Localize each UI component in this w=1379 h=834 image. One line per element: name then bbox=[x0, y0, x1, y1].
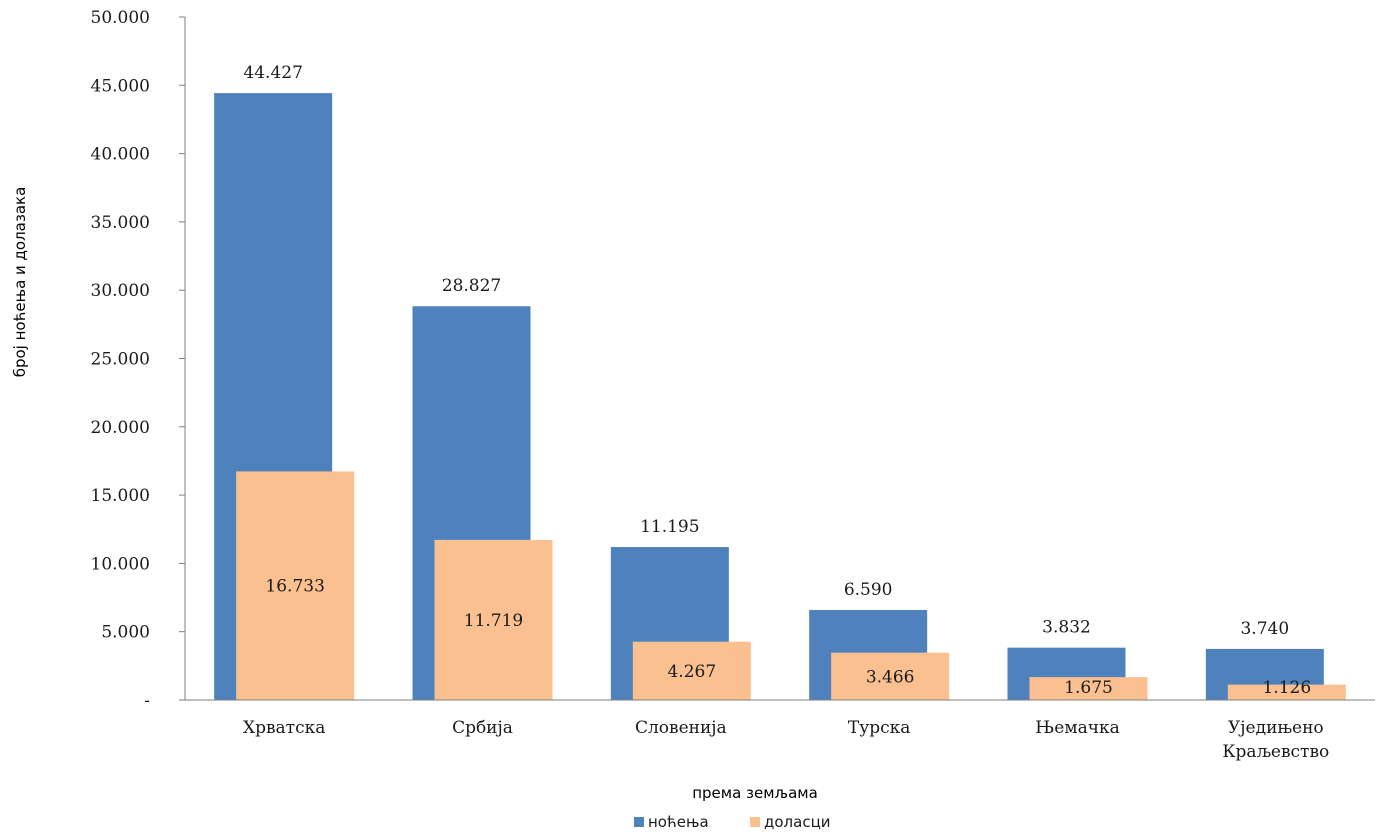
y-tick-label: 35.000 bbox=[91, 213, 150, 233]
bars: 44.427 16.733 28.827 11.719 11.195 4.267 6.590… bbox=[214, 63, 1346, 700]
y-tick-label: 45.000 bbox=[91, 76, 150, 96]
data-label-nocenja: 28.827 bbox=[442, 276, 501, 296]
data-label-nocenja: 3.832 bbox=[1042, 618, 1091, 638]
y-tick-label: - bbox=[144, 691, 150, 711]
legend: ноћења доласци bbox=[634, 813, 831, 831]
bar-dolasci bbox=[1029, 677, 1148, 700]
data-label-dolasci: 1.126 bbox=[1262, 678, 1311, 698]
x-axis-title: према земљама bbox=[692, 784, 818, 802]
bar-dolasci bbox=[236, 471, 355, 700]
y-axis: - 5.000 10.000 15.000 20.000 25.000 30.000 35.0… bbox=[91, 8, 186, 711]
legend-swatch bbox=[634, 817, 644, 827]
y-tick-label: 10.000 bbox=[91, 554, 150, 574]
x-tick-label: Њемачка bbox=[1035, 718, 1119, 738]
y-tick-label: 50.000 bbox=[91, 8, 150, 28]
data-label-dolasci: 1.675 bbox=[1064, 678, 1113, 698]
bar-dolasci bbox=[1227, 684, 1346, 700]
bar-dolasci bbox=[632, 641, 751, 700]
y-tick-label: 30.000 bbox=[91, 281, 150, 301]
legend-label: ноћења bbox=[648, 813, 709, 831]
data-label-dolasci: 3.466 bbox=[866, 667, 915, 687]
y-tick-label: 5.000 bbox=[101, 623, 150, 643]
y-tick-label: 20.000 bbox=[91, 418, 150, 438]
data-label-dolasci: 16.733 bbox=[265, 577, 324, 597]
data-label-nocenja: 3.740 bbox=[1240, 619, 1289, 639]
data-label-dolasci: 4.267 bbox=[667, 662, 716, 682]
y-tick-label: 40.000 bbox=[91, 145, 150, 165]
x-tick-label: Србија bbox=[452, 718, 513, 738]
data-label-nocenja: 11.195 bbox=[640, 517, 699, 537]
y-tick-label: 25.000 bbox=[91, 350, 150, 370]
legend-label: доласци bbox=[764, 813, 831, 831]
data-label-nocenja: 44.427 bbox=[243, 63, 302, 83]
bar-dolasci bbox=[434, 539, 553, 700]
bar-dolasci bbox=[831, 652, 950, 700]
x-tick-label: Словенија bbox=[635, 718, 727, 738]
x-tick-label: Турска bbox=[848, 718, 911, 738]
y-tick-label: 15.000 bbox=[91, 486, 150, 506]
data-label-dolasci: 11.719 bbox=[464, 611, 523, 631]
x-tick-label: Уједињено Краљевство bbox=[1222, 718, 1329, 762]
x-axis: Хрватска Србија Словенија Турска Њемачка Ујед… bbox=[185, 699, 1375, 762]
y-axis-title: број ноћења и долазака bbox=[11, 187, 29, 378]
legend-swatch bbox=[750, 817, 760, 827]
data-label-nocenja: 6.590 bbox=[844, 580, 893, 600]
x-tick-label: Хрватска bbox=[243, 718, 325, 738]
